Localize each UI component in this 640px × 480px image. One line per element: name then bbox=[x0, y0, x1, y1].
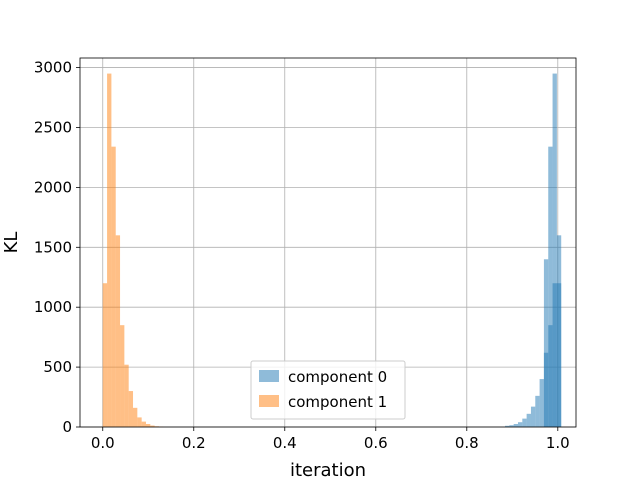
ticks: 0.0 0.2 0.4 0.6 0.8 1.0 0 500 1000 1500 2000 2500 30… bbox=[34, 59, 570, 452]
y-axis-label: KL bbox=[1, 232, 22, 254]
bar-series-0-bin-3 bbox=[517, 422, 523, 427]
bar-series-0-bin-2 bbox=[513, 424, 518, 427]
bar-series-0-bin-5 bbox=[526, 413, 531, 427]
x-tick-label-3: 0.6 bbox=[364, 434, 388, 452]
bar-series-0-bin-4 bbox=[522, 418, 527, 427]
bar-series-0-bin-6 bbox=[530, 406, 536, 427]
x-tick-label-4: 0.8 bbox=[455, 434, 479, 452]
y-tick-label-4: 2000 bbox=[34, 178, 72, 196]
bar-series-2-bin-2 bbox=[552, 73, 557, 427]
legend-label-component-0: component 0 bbox=[288, 368, 387, 386]
y-tick-label-0: 0 bbox=[62, 418, 72, 436]
bar-series-1-bin-4 bbox=[120, 325, 125, 427]
bar-series-2-bin-0 bbox=[543, 259, 549, 427]
bar-series-1-bin-7 bbox=[133, 407, 138, 427]
bar-series-1-bin-1 bbox=[107, 73, 112, 427]
x-tick-label-5: 1.0 bbox=[546, 434, 570, 452]
bar-series-1-bin-8 bbox=[137, 417, 142, 427]
legend-swatch-component-1 bbox=[259, 395, 279, 407]
bars bbox=[102, 73, 562, 428]
legend-label-component-1: component 1 bbox=[288, 393, 387, 411]
bar-series-0-bin-0 bbox=[505, 425, 510, 427]
y-tick-label-6: 3000 bbox=[34, 59, 72, 77]
bar-series-0-bin-7 bbox=[535, 395, 540, 427]
bar-series-0-bin-8 bbox=[539, 379, 544, 427]
legend-box bbox=[250, 360, 406, 420]
bar-series-0-bin-1 bbox=[509, 425, 514, 427]
bar-series-1-bin-0 bbox=[102, 283, 108, 427]
bar-series-2-bin-1 bbox=[548, 146, 553, 428]
bar-series-1-bin-9 bbox=[141, 421, 146, 427]
bar-series-2-bin-3 bbox=[556, 283, 562, 427]
bar-series-1-bin-11 bbox=[150, 425, 155, 427]
plot-frame bbox=[79, 57, 577, 428]
bar-series-1-bin-2 bbox=[111, 146, 116, 428]
legend-swatch-component-0 bbox=[259, 370, 279, 382]
y-tick-label-1: 500 bbox=[43, 358, 72, 376]
y-tick-label-5: 2500 bbox=[34, 118, 72, 136]
bar-series-1-bin-6 bbox=[128, 391, 134, 427]
x-tick-label-2: 0.4 bbox=[273, 434, 297, 452]
bar-series-1-bin-10 bbox=[145, 424, 151, 427]
grid bbox=[80, 58, 576, 428]
bar-series-1-bin-3 bbox=[115, 235, 121, 427]
legend: component 0 component 1 bbox=[250, 360, 406, 420]
x-tick-label-1: 0.2 bbox=[182, 434, 206, 452]
y-tick-label-3: 1500 bbox=[34, 238, 72, 256]
bar-series-1-bin-5 bbox=[124, 364, 129, 427]
x-tick-label-0: 0.0 bbox=[91, 434, 115, 452]
x-axis-label: iteration bbox=[290, 460, 366, 480]
y-tick-label-2: 1000 bbox=[34, 298, 72, 316]
